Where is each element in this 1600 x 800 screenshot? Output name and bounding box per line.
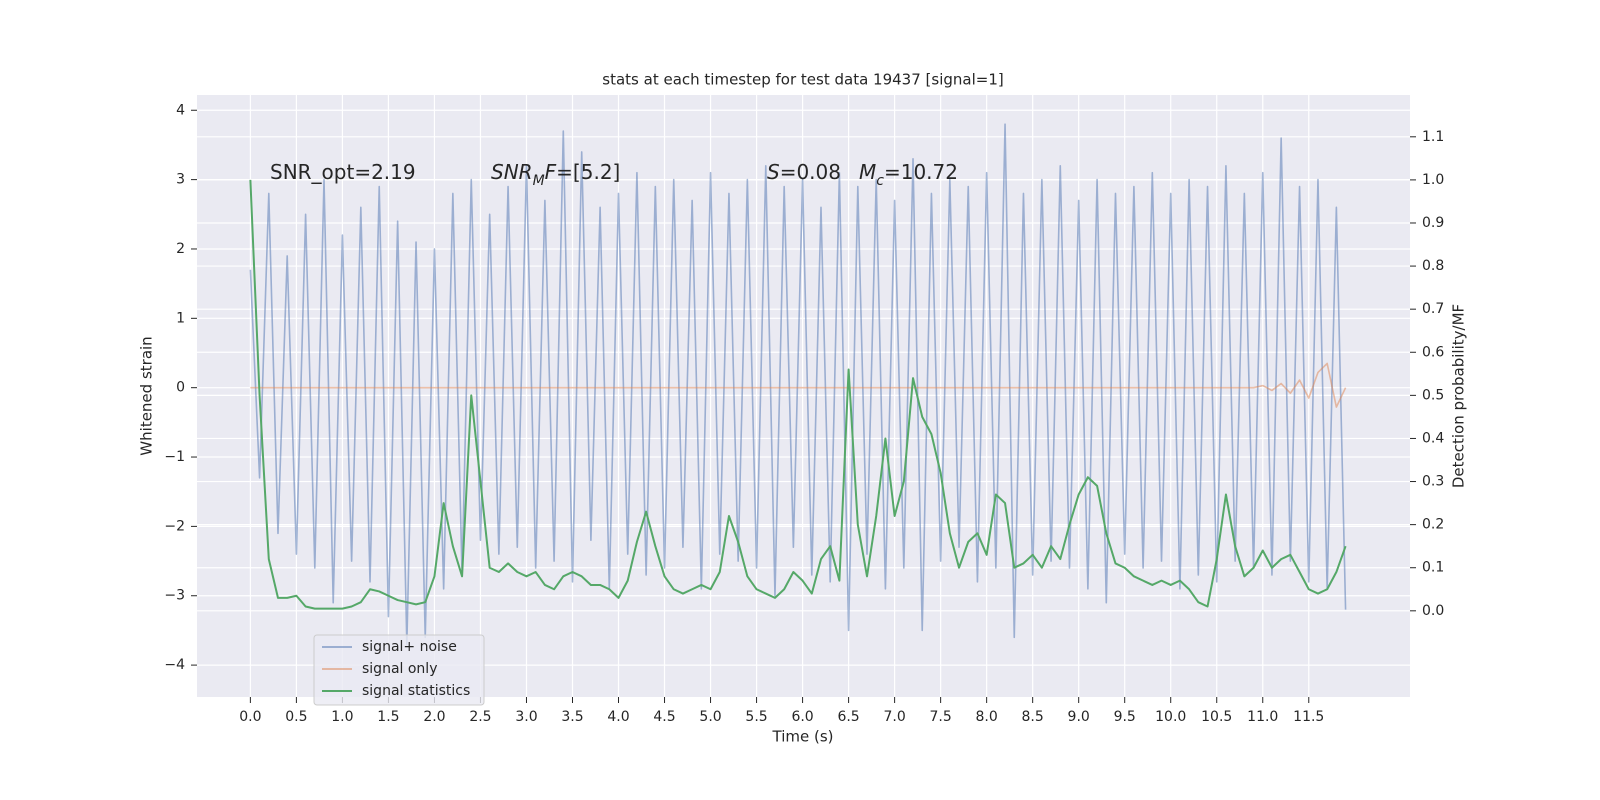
annotation-part: SNR_opt=2.19 <box>270 160 416 184</box>
x-tick-label: 11.5 <box>1293 709 1324 725</box>
y2-axis-label: Detection probability/MF <box>1450 304 1468 488</box>
x-tick-label: 3.0 <box>515 709 537 725</box>
x-tick-label: 2.5 <box>469 709 491 725</box>
annotation-part: M <box>533 173 545 189</box>
y-tick-label: 3 <box>176 172 185 188</box>
annotation-part: M <box>859 160 876 184</box>
y-tick-label: 0 <box>176 380 185 396</box>
y-axis-label: Whitened strain <box>138 336 156 455</box>
x-axis-label: Time (s) <box>772 728 834 746</box>
y-tick-label: 4 <box>176 102 185 118</box>
x-tick-label: 4.5 <box>653 709 675 725</box>
y2-tick-label: 0.9 <box>1422 215 1444 231</box>
y2-tick-label: 0.0 <box>1422 603 1444 619</box>
x-tick-label: 6.0 <box>791 709 813 725</box>
series-line <box>249 123 1347 646</box>
x-tick-label: 1.0 <box>331 709 353 725</box>
y2-tick-label: 0.3 <box>1422 474 1444 490</box>
x-tick-label: 11.0 <box>1247 709 1278 725</box>
x-tick-label: 0.0 <box>239 709 261 725</box>
annotation-part: SNR <box>491 160 533 184</box>
series-line <box>249 179 1347 610</box>
y-tick-label: −4 <box>164 657 185 673</box>
x-tick-label: 0.5 <box>285 709 307 725</box>
annotation-part: =[5.2] <box>556 160 620 184</box>
x-tick-label: 8.0 <box>976 709 998 725</box>
x-tick-label: 2.0 <box>423 709 445 725</box>
x-tick-label: 10.0 <box>1155 709 1186 725</box>
x-tick-label: 9.5 <box>1114 709 1136 725</box>
y-tick-label: 2 <box>176 241 185 257</box>
y2-tick-label: 0.7 <box>1422 301 1444 317</box>
y-tick-label: 1 <box>176 310 185 326</box>
x-tick-label: 3.5 <box>561 709 583 725</box>
legend-label: signal statistics <box>362 683 470 699</box>
y2-tick-label: 1.1 <box>1422 129 1444 145</box>
annotation: SNR_opt=2.19 <box>270 160 416 184</box>
annotation-part: c <box>876 173 884 189</box>
y-tick-label: −2 <box>164 518 185 534</box>
x-tick-label: 6.5 <box>837 709 859 725</box>
y-tick-label: −1 <box>164 449 185 465</box>
legend-box <box>313 634 485 706</box>
y2-tick-label: 0.1 <box>1422 560 1444 576</box>
annotation: S=0.08 <box>767 160 841 184</box>
annotation: SNRMF=[5.2] <box>491 160 620 190</box>
x-tick-label: 4.0 <box>607 709 629 725</box>
y2-tick-label: 0.5 <box>1422 387 1444 403</box>
x-tick-label: 9.0 <box>1068 709 1090 725</box>
annotation-part: =10.72 <box>884 160 958 184</box>
annotation: Mc=10.72 <box>859 160 958 190</box>
y2-tick-label: 0.6 <box>1422 344 1444 360</box>
x-tick-label: 5.0 <box>699 709 721 725</box>
chart-title: stats at each timestep for test data 194… <box>602 71 1003 89</box>
y2-tick-label: 0.8 <box>1422 258 1444 274</box>
annotation-part: S <box>767 160 780 184</box>
annotation-part: F <box>545 160 557 184</box>
y2-tick-label: 0.4 <box>1422 430 1444 446</box>
x-tick-label: 10.5 <box>1201 709 1232 725</box>
x-tick-label: 7.5 <box>929 709 951 725</box>
annotation-part: =0.08 <box>780 160 841 184</box>
y-tick-label: −3 <box>164 588 185 604</box>
y2-tick-label: 1.0 <box>1422 172 1444 188</box>
x-tick-label: 7.0 <box>883 709 905 725</box>
legend-label: signal only <box>362 661 437 677</box>
x-tick-label: 5.5 <box>745 709 767 725</box>
legend-label: signal+ noise <box>362 639 457 655</box>
y2-tick-label: 0.2 <box>1422 517 1444 533</box>
series-line <box>250 362 1347 408</box>
x-tick-label: 1.5 <box>377 709 399 725</box>
x-tick-label: 8.5 <box>1022 709 1044 725</box>
